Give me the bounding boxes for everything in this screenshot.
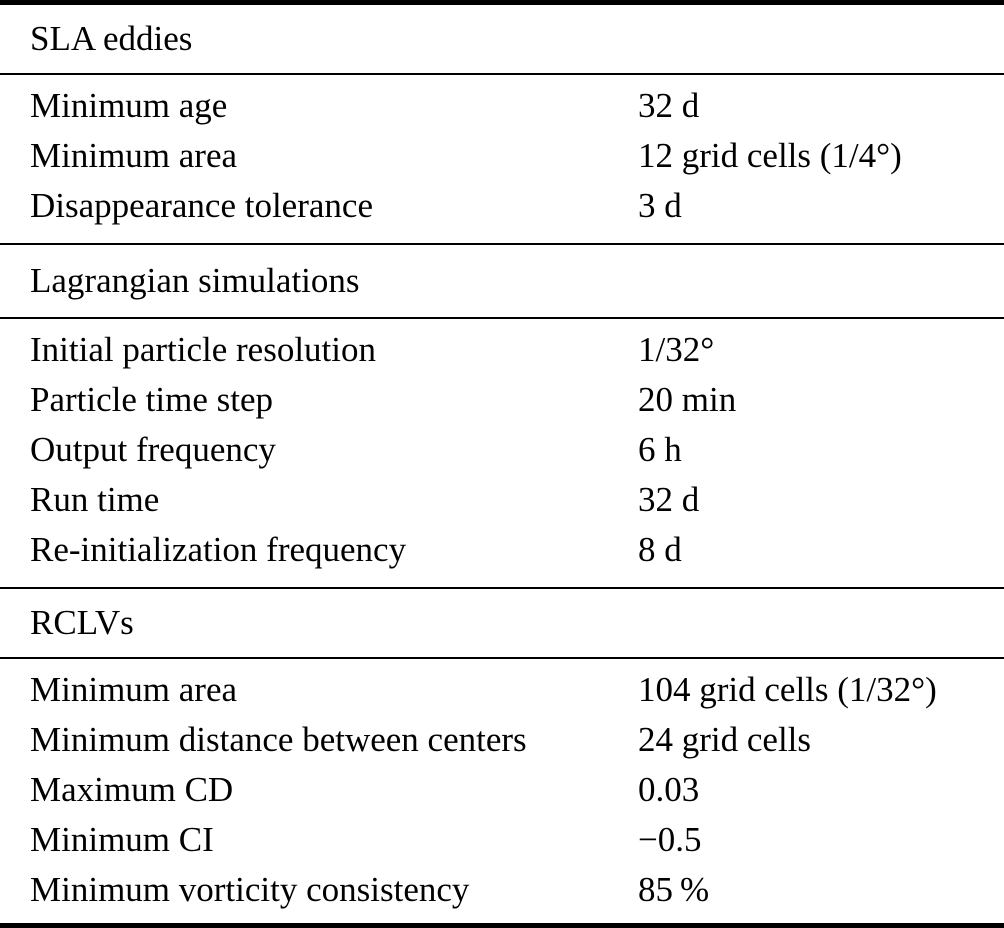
row-label: Maximum CD [30, 770, 234, 809]
row-value: 20 min [638, 380, 737, 419]
section-rows-lagrangian-simulations: Initial particle resolution 1/32° Partic… [0, 319, 1004, 587]
top-rule [0, 0, 1004, 5]
table-row: Minimum area 12 grid cells (1/4°) [0, 131, 1004, 181]
row-label: Run time [30, 480, 160, 519]
mid-rule [0, 587, 1004, 589]
row-label: Re-initialization frequency [30, 530, 407, 569]
section-title: SLA eddies [30, 19, 193, 58]
row-label: Particle time step [30, 380, 273, 419]
row-label: Minimum area [30, 670, 238, 709]
section-rows-sla-eddies: Minimum age 32 d Minimum area 12 grid ce… [0, 75, 1004, 243]
row-label: Disappearance tolerance [30, 186, 373, 225]
table-row: Maximum CD 0.03 [0, 765, 1004, 815]
table-row: Output frequency 6 h [0, 425, 1004, 475]
row-label: Minimum age [30, 86, 228, 125]
mid-rule [0, 73, 1004, 75]
table-row: Minimum distance between centers 24 grid… [0, 715, 1004, 765]
table-row: Run time 32 d [0, 475, 1004, 525]
row-value: 1/32° [638, 330, 715, 369]
row-label: Minimum CI [30, 820, 214, 859]
table-row: Minimum vorticity consistency 85 % [0, 865, 1004, 915]
table-row: Disappearance tolerance 3 d [0, 181, 1004, 231]
row-value: 104 grid cells (1/32°) [638, 670, 937, 709]
table-row: Initial particle resolution 1/32° [0, 325, 1004, 375]
row-label: Initial particle resolution [30, 330, 377, 369]
row-value: −0.5 [638, 820, 702, 859]
mid-rule [0, 243, 1004, 245]
section-header-rclvs: RCLVs [0, 589, 1004, 657]
row-value: 8 d [638, 530, 682, 569]
row-value: 85 % [638, 870, 710, 909]
section-header-sla-eddies: SLA eddies [0, 5, 1004, 73]
row-value: 32 d [638, 86, 700, 125]
row-label: Minimum vorticity consistency [30, 870, 470, 909]
row-value: 32 d [638, 480, 700, 519]
table-row: Re-initialization frequency 8 d [0, 525, 1004, 575]
mid-rule [0, 317, 1004, 319]
table-row: Minimum CI −0.5 [0, 815, 1004, 865]
row-label: Minimum distance between centers [30, 720, 527, 759]
table-row: Minimum area 104 grid cells (1/32°) [0, 665, 1004, 715]
bottom-rule [0, 923, 1004, 928]
row-label: Output frequency [30, 430, 276, 469]
mid-rule [0, 657, 1004, 659]
row-value: 0.03 [638, 770, 700, 809]
table-row: Minimum age 32 d [0, 81, 1004, 131]
section-title: RCLVs [30, 603, 134, 642]
row-label: Minimum area [30, 136, 238, 175]
row-value: 3 d [638, 186, 682, 225]
section-rows-rclvs: Minimum area 104 grid cells (1/32°) Mini… [0, 659, 1004, 923]
table-row: Particle time step 20 min [0, 375, 1004, 425]
row-value: 24 grid cells [638, 720, 812, 759]
row-value: 12 grid cells (1/4°) [638, 136, 902, 175]
row-value: 6 h [638, 430, 682, 469]
section-title: Lagrangian simulations [30, 261, 360, 300]
section-header-lagrangian-simulations: Lagrangian simulations [0, 245, 1004, 317]
